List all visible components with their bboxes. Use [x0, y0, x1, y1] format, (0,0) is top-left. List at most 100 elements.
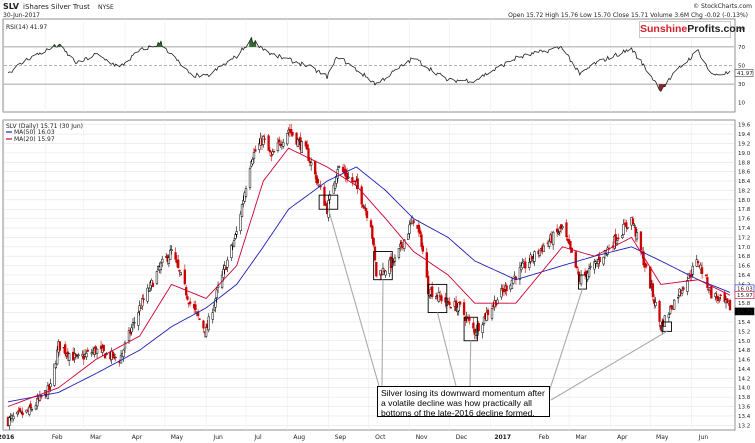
- candle-body: [577, 271, 580, 275]
- candle: [365, 207, 369, 222]
- candle: [706, 273, 709, 291]
- candle-body: [614, 234, 617, 244]
- candle: [528, 257, 531, 271]
- candle: [606, 245, 609, 257]
- candle-body: [186, 296, 189, 300]
- candle-body: [726, 298, 729, 303]
- candle-body: [235, 231, 238, 235]
- candle-body: [598, 256, 601, 263]
- candle: [473, 328, 476, 340]
- candle-body: [185, 287, 188, 296]
- candle-body: [502, 289, 506, 293]
- candle-body: [40, 395, 43, 398]
- price-tick-label: 17.2: [738, 235, 750, 241]
- candle-body: [75, 355, 79, 357]
- candle-body: [458, 301, 462, 305]
- candle-body: [58, 341, 61, 351]
- rsi-label: RSI(14) 41.97: [6, 24, 47, 31]
- candle-body: [86, 349, 89, 352]
- candle: [502, 284, 506, 296]
- candle-body: [673, 299, 676, 310]
- candle-body: [518, 267, 522, 280]
- candle: [130, 324, 133, 336]
- candle-body: [296, 139, 300, 147]
- candle: [234, 232, 237, 240]
- candle: [278, 136, 281, 146]
- candle-body: [473, 329, 476, 335]
- x-axis-label: 2017: [494, 434, 511, 441]
- candle: [270, 151, 273, 162]
- candle-body: [407, 233, 410, 240]
- candle-body: [127, 330, 131, 341]
- candle: [272, 148, 276, 153]
- candle: [207, 313, 210, 333]
- candle: [575, 266, 579, 272]
- candle: [561, 224, 564, 231]
- candle-body: [64, 344, 67, 354]
- candle-body: [68, 353, 71, 361]
- candle-body: [565, 222, 568, 238]
- candle-body: [133, 322, 136, 324]
- candle-body: [477, 323, 480, 331]
- candle: [490, 303, 494, 321]
- price-tick-label: 19.2: [738, 141, 750, 147]
- candle: [251, 156, 254, 166]
- candle-body: [524, 261, 527, 269]
- candle-body: [282, 142, 285, 147]
- candle: [306, 140, 309, 150]
- candle: [587, 263, 591, 279]
- candle-body: [468, 317, 471, 321]
- candle: [54, 360, 58, 369]
- candle: [448, 297, 451, 307]
- candle: [421, 242, 425, 255]
- candle-body: [271, 151, 274, 155]
- candle: [714, 292, 717, 301]
- candle-body: [682, 287, 685, 290]
- candle-body: [371, 225, 374, 239]
- candle-body: [95, 348, 99, 355]
- candle-body: [179, 272, 182, 275]
- candle: [178, 269, 181, 277]
- candle: [510, 276, 514, 290]
- candle-body: [139, 307, 143, 309]
- candle: [235, 226, 238, 238]
- copyright: © StockCharts.com: [693, 3, 752, 10]
- candle-body: [364, 207, 367, 211]
- candle: [258, 138, 261, 153]
- candle: [198, 318, 201, 321]
- candle: [263, 134, 266, 143]
- candle: [437, 287, 440, 303]
- candle: [670, 304, 673, 310]
- candle: [371, 224, 374, 245]
- candle-body: [16, 411, 19, 415]
- candle: [242, 195, 245, 208]
- candle-body: [177, 259, 180, 268]
- candle: [167, 254, 171, 268]
- candle: [621, 233, 624, 240]
- candle: [558, 225, 561, 237]
- candle-body: [310, 162, 313, 166]
- candle-body: [102, 344, 105, 352]
- candle-body: [323, 186, 326, 206]
- candle: [29, 400, 32, 409]
- candle: [282, 138, 285, 149]
- candle-body: [448, 301, 451, 306]
- rsi-line: [7, 36, 731, 92]
- candle-body: [710, 286, 713, 299]
- candle: [295, 132, 298, 146]
- candle-body: [123, 342, 127, 349]
- candle: [232, 237, 236, 248]
- candle-body: [251, 159, 254, 165]
- candle-body: [663, 315, 667, 327]
- candle-body: [457, 302, 460, 312]
- candle: [211, 308, 214, 324]
- candle-body: [304, 141, 307, 147]
- price-tick-label: 18.4: [738, 179, 751, 185]
- candle: [677, 294, 680, 304]
- candle: [375, 262, 378, 278]
- price-tick-label: 13.6: [738, 405, 751, 411]
- candle: [214, 297, 217, 313]
- price-tick-label: 18.8: [738, 160, 751, 166]
- price-tick-label: 16.6: [738, 264, 751, 270]
- ma20-line: [7, 147, 731, 407]
